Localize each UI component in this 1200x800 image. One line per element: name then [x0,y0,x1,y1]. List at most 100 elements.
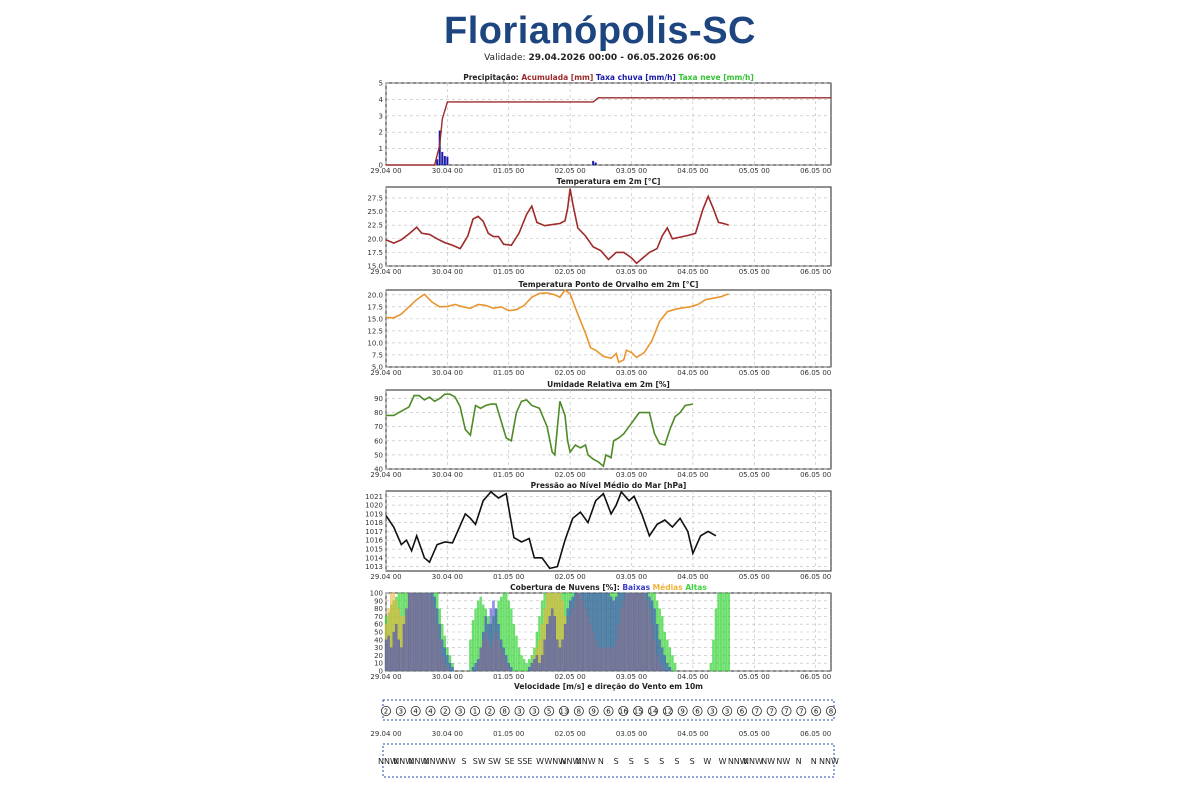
cloud-low-bar [505,655,508,672]
cloud-high-bar [525,663,528,672]
cloud-low-bar [405,608,408,672]
cloud-low-bar [551,608,554,672]
x-tick-label: 03.05 00 [616,369,647,377]
y-tick-label: 10 [374,660,383,668]
cloud-low-bar [497,624,500,672]
cloud-low-bar [543,639,546,672]
wind-direction-label: NNW [424,757,444,766]
wind-marker [469,706,480,717]
y-tick-label: 22.5 [367,222,383,230]
wind-direction-box [382,743,835,778]
x-tick-label: 03.05 00 [616,730,647,738]
panel-title-part: Taxa chuva [mm/h] [593,73,676,82]
wind-speed-label: 5 [547,708,551,716]
x-tick-label: 06.05 00 [800,268,831,276]
cloud-low-bar [507,663,510,672]
cloud-low-bar [407,592,411,672]
wind-direction-label: W [719,757,727,766]
rain-rate-bar [592,160,595,165]
x-tick-label: 29.04 00 [370,673,401,681]
cloud-low-bar [643,592,646,672]
x-tick-label: 03.05 00 [616,268,647,276]
cloud-high-bar [469,639,472,672]
wind-speed-label: 14 [649,708,658,716]
y-tick-label: 0 [379,668,383,676]
panel-title-part: Médias [650,583,683,592]
rain-rate-bar [594,162,597,165]
panel-title-part: Altas [683,583,708,592]
wind-speed-label: 9 [680,708,684,716]
wind-marker [751,706,762,717]
cloud-low-bar [620,592,623,672]
cloud-high-bar [512,624,516,672]
wind-speed-label: 6 [814,708,819,716]
cloud-low-bar [653,608,656,672]
x-tick-label: 04.05 00 [677,730,708,738]
x-tick-label: 05.05 00 [739,369,770,377]
cloud-low-bar [400,647,403,672]
wind-direction-label: S [644,757,649,766]
cloud-low-bar [579,592,582,672]
plot-frame [385,490,832,572]
y-tick-label: 1017 [365,528,383,536]
cloud-low-bar [428,592,431,672]
cloud-low-bar [390,647,393,672]
validity-range: Validade: 29.04.2026 00:00 - 06.05.2026 … [0,53,1200,63]
wind-direction-label: NNW [378,757,398,766]
wind-direction-label: SW [473,757,486,766]
panel-title-part: Precipitação: [463,73,521,82]
y-tick-label: 12.5 [367,327,383,335]
cloud-low-bar [540,655,544,672]
wind-marker [781,706,792,717]
x-tick-label: 30.04 00 [432,268,463,276]
cloud-low-bar [661,647,664,672]
cloud-low-bar [533,659,536,672]
x-tick-label: 29.04 00 [370,167,401,175]
x-tick-label: 03.05 00 [616,471,647,479]
cloud-low-bar [499,639,503,672]
wind-direction-label: N [811,757,817,766]
cloud-low-bar [612,600,615,672]
cloud-low-bar [430,592,434,672]
y-tick-label: 5.0 [372,364,383,372]
wind-direction-label: NW [776,757,790,766]
wind-direction-label: N [598,757,604,766]
cloud-low-bar [471,666,475,672]
cloud-low-bar [627,592,631,672]
cloud-high-bar [474,608,477,672]
panel-title-part: Acumulada [mm] [521,73,593,82]
wind-speed-label: 6 [695,708,700,716]
wind-marker [529,706,540,717]
y-tick-label: 30 [374,644,383,652]
wind-marker [677,706,688,717]
cloud-low-bar [436,608,439,672]
cloud-low-bar [594,592,597,672]
cloud-low-bar [392,631,395,672]
cloud-low-bar [387,635,390,672]
wind-marker [796,706,807,717]
wind-marker [811,706,822,717]
wind-direction-label: SSE [517,757,532,766]
cloud-low-bar [556,639,559,672]
cloud-high-bar [515,635,518,672]
wind-direction-label: NNW [408,757,428,766]
cloud-low-bar [397,639,400,672]
x-tick-label: 02.05 00 [555,369,586,377]
y-tick-label: 5 [379,80,383,88]
cloud-low-bar [489,608,493,672]
wind-speed-label: 3 [710,708,714,716]
x-tick-label: 05.05 00 [739,167,770,175]
cloud-low-bar [630,592,633,672]
wind-marker [455,706,466,717]
temperature-line [385,188,729,265]
y-tick-label: 1020 [365,502,383,510]
cloud-low-bar [530,663,533,672]
wind-marker [662,706,673,717]
cloud-low-bar [479,647,482,672]
x-tick-label: 04.05 00 [677,268,708,276]
y-tick-label: 60 [374,621,383,629]
y-tick-label: 17.5 [367,303,383,311]
plot-frame [385,82,832,166]
cloud-low-bar [666,663,669,672]
x-tick-label: 02.05 00 [555,268,586,276]
